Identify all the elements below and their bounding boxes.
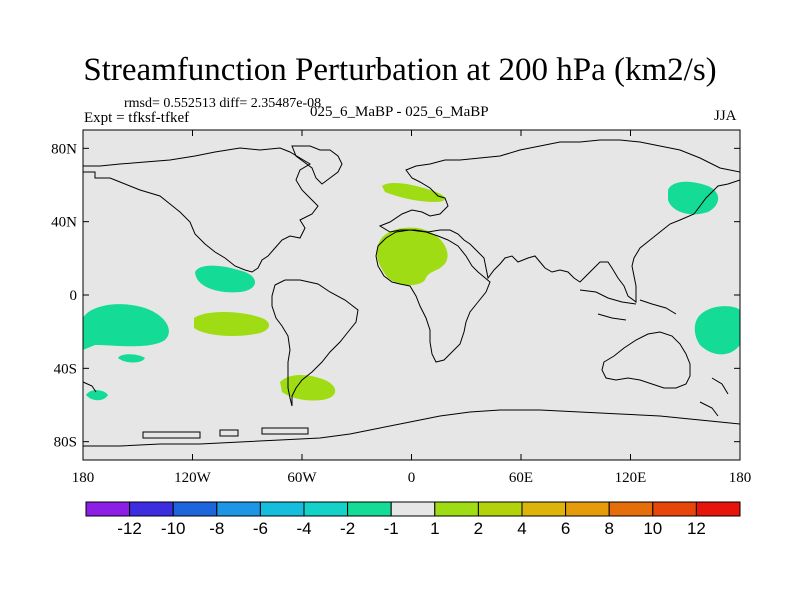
colorbar-swatch [390,501,436,517]
colorbar-swatch [434,501,479,517]
anomaly-shading [83,181,740,401]
coastline-south-america [271,279,359,407]
map-axes: 80N 40N 0 40S 80S 180 120W 60W 0 60E 120E 180 [51,130,751,486]
colorbar-swatch [259,501,305,517]
anomaly-patch [382,183,446,202]
colorbar-swatch [608,501,654,517]
colorbar-label: -10 [161,519,186,538]
colorbar-swatch [216,501,261,517]
coastlines [82,139,741,447]
lat-label: 80N [51,141,77,157]
lat-label: 40S [54,361,77,377]
lon-label: 180 [72,470,95,486]
lat-label: 0 [70,288,78,304]
coastline-indonesia [579,289,677,321]
lon-label: 180 [729,470,752,486]
coastline-north-america [83,147,319,273]
colorbar-label: 12 [687,519,706,538]
colorbar-swatch [129,501,174,517]
colorbar-swatch [565,501,610,517]
lat-label: 80S [54,435,77,451]
colorbar-label: 6 [561,519,570,538]
colorbar-swatch [85,501,131,517]
coastline-hawaii [82,381,97,393]
colorbar-label: -2 [340,519,355,538]
coastline-australia [601,331,691,389]
anomaly-patch [83,304,169,350]
case-line: 025_6_MaBP - 025_6_MaBP [310,104,489,120]
lon-label: 60E [509,470,533,486]
anomaly-patch [280,375,336,401]
anomaly-patch [86,390,108,401]
anomaly-patch [376,227,448,286]
colorbar-label: -6 [253,519,268,538]
plot-title: Streamfunction Perturbation at 200 hPa (… [83,52,717,88]
coastline-antarctica [83,409,741,447]
colorbar-swatch [652,501,697,517]
colorbar-label: 10 [643,519,662,538]
season-label: JJA [714,108,737,124]
colorbar-swatch [172,501,218,517]
colorbar-swatch [347,501,392,517]
colorbar-label: 4 [517,519,526,538]
lon-label: 0 [408,470,416,486]
colorbar-label: 2 [474,519,483,538]
coastline-africa [375,229,491,363]
colorbar-swatch [521,501,567,517]
colorbar-label: 1 [430,519,439,538]
anomaly-patch [694,306,740,355]
colorbar-label: -8 [209,519,224,538]
coastline-antarctic-shelf [142,427,309,439]
colorbar-label: -4 [296,519,311,538]
colorbar-swatch [303,501,349,517]
colorbar-label: -1 [384,519,399,538]
colorbar-label: 8 [604,519,613,538]
anomaly-patch [118,354,145,363]
anomaly-patch [194,312,270,336]
stats-line: rmsd= 0.552513 diff= 2.35487e-08 [124,96,322,111]
coastline-eurasia [378,139,741,303]
lon-label: 120W [174,470,212,486]
experiment-line: Expt = tfksf-tfkef [84,110,190,126]
coastline-greenland [291,145,343,185]
lon-label: 60W [287,470,317,486]
map-background [83,130,740,460]
colorbar: -12 -10 -8 -6 -4 -2 -1 1 2 4 6 8 10 12 [85,501,741,538]
colorbar-swatch [477,501,523,517]
lon-label: 120E [615,470,647,486]
lat-label: 40N [51,215,77,231]
colorbar-swatch [695,501,741,517]
anomaly-patch [195,265,256,293]
coastline-new-zealand [699,377,729,417]
colorbar-label: -12 [117,519,142,538]
anomaly-patch [668,181,719,215]
